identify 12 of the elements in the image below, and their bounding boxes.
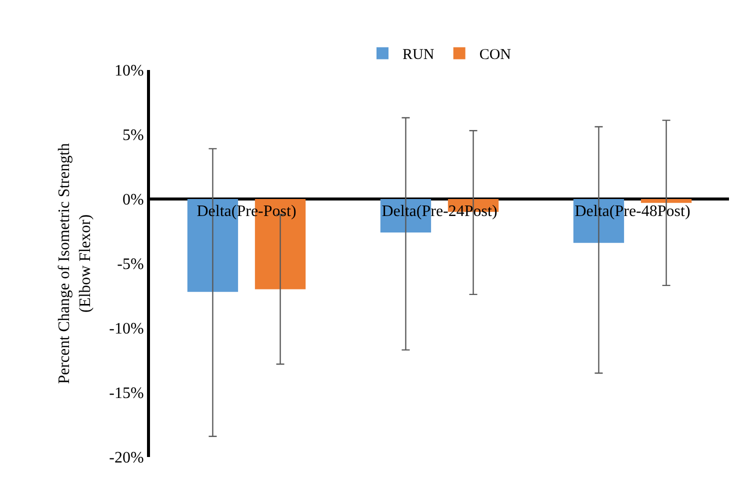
y-tick-label: 10% [114,62,144,80]
y-tick-label: 5% [122,127,144,144]
legend-label: RUN [402,47,434,64]
x-tick-label: Delta(Pre-Post) [196,203,296,220]
y-axis-title: Percent Change of Isometric Strength (Elbow Flexor) [56,143,94,384]
y-tick-label: -20% [109,450,144,467]
y-tick-label: -15% [109,385,144,402]
legend-label: CON [479,47,512,64]
y-tick-label: -5% [117,256,144,274]
x-tick-label: Delta(Pre-24Post) [382,203,498,220]
y-tick-label: 0% [122,192,144,209]
y-tick-label: -10% [109,320,144,338]
